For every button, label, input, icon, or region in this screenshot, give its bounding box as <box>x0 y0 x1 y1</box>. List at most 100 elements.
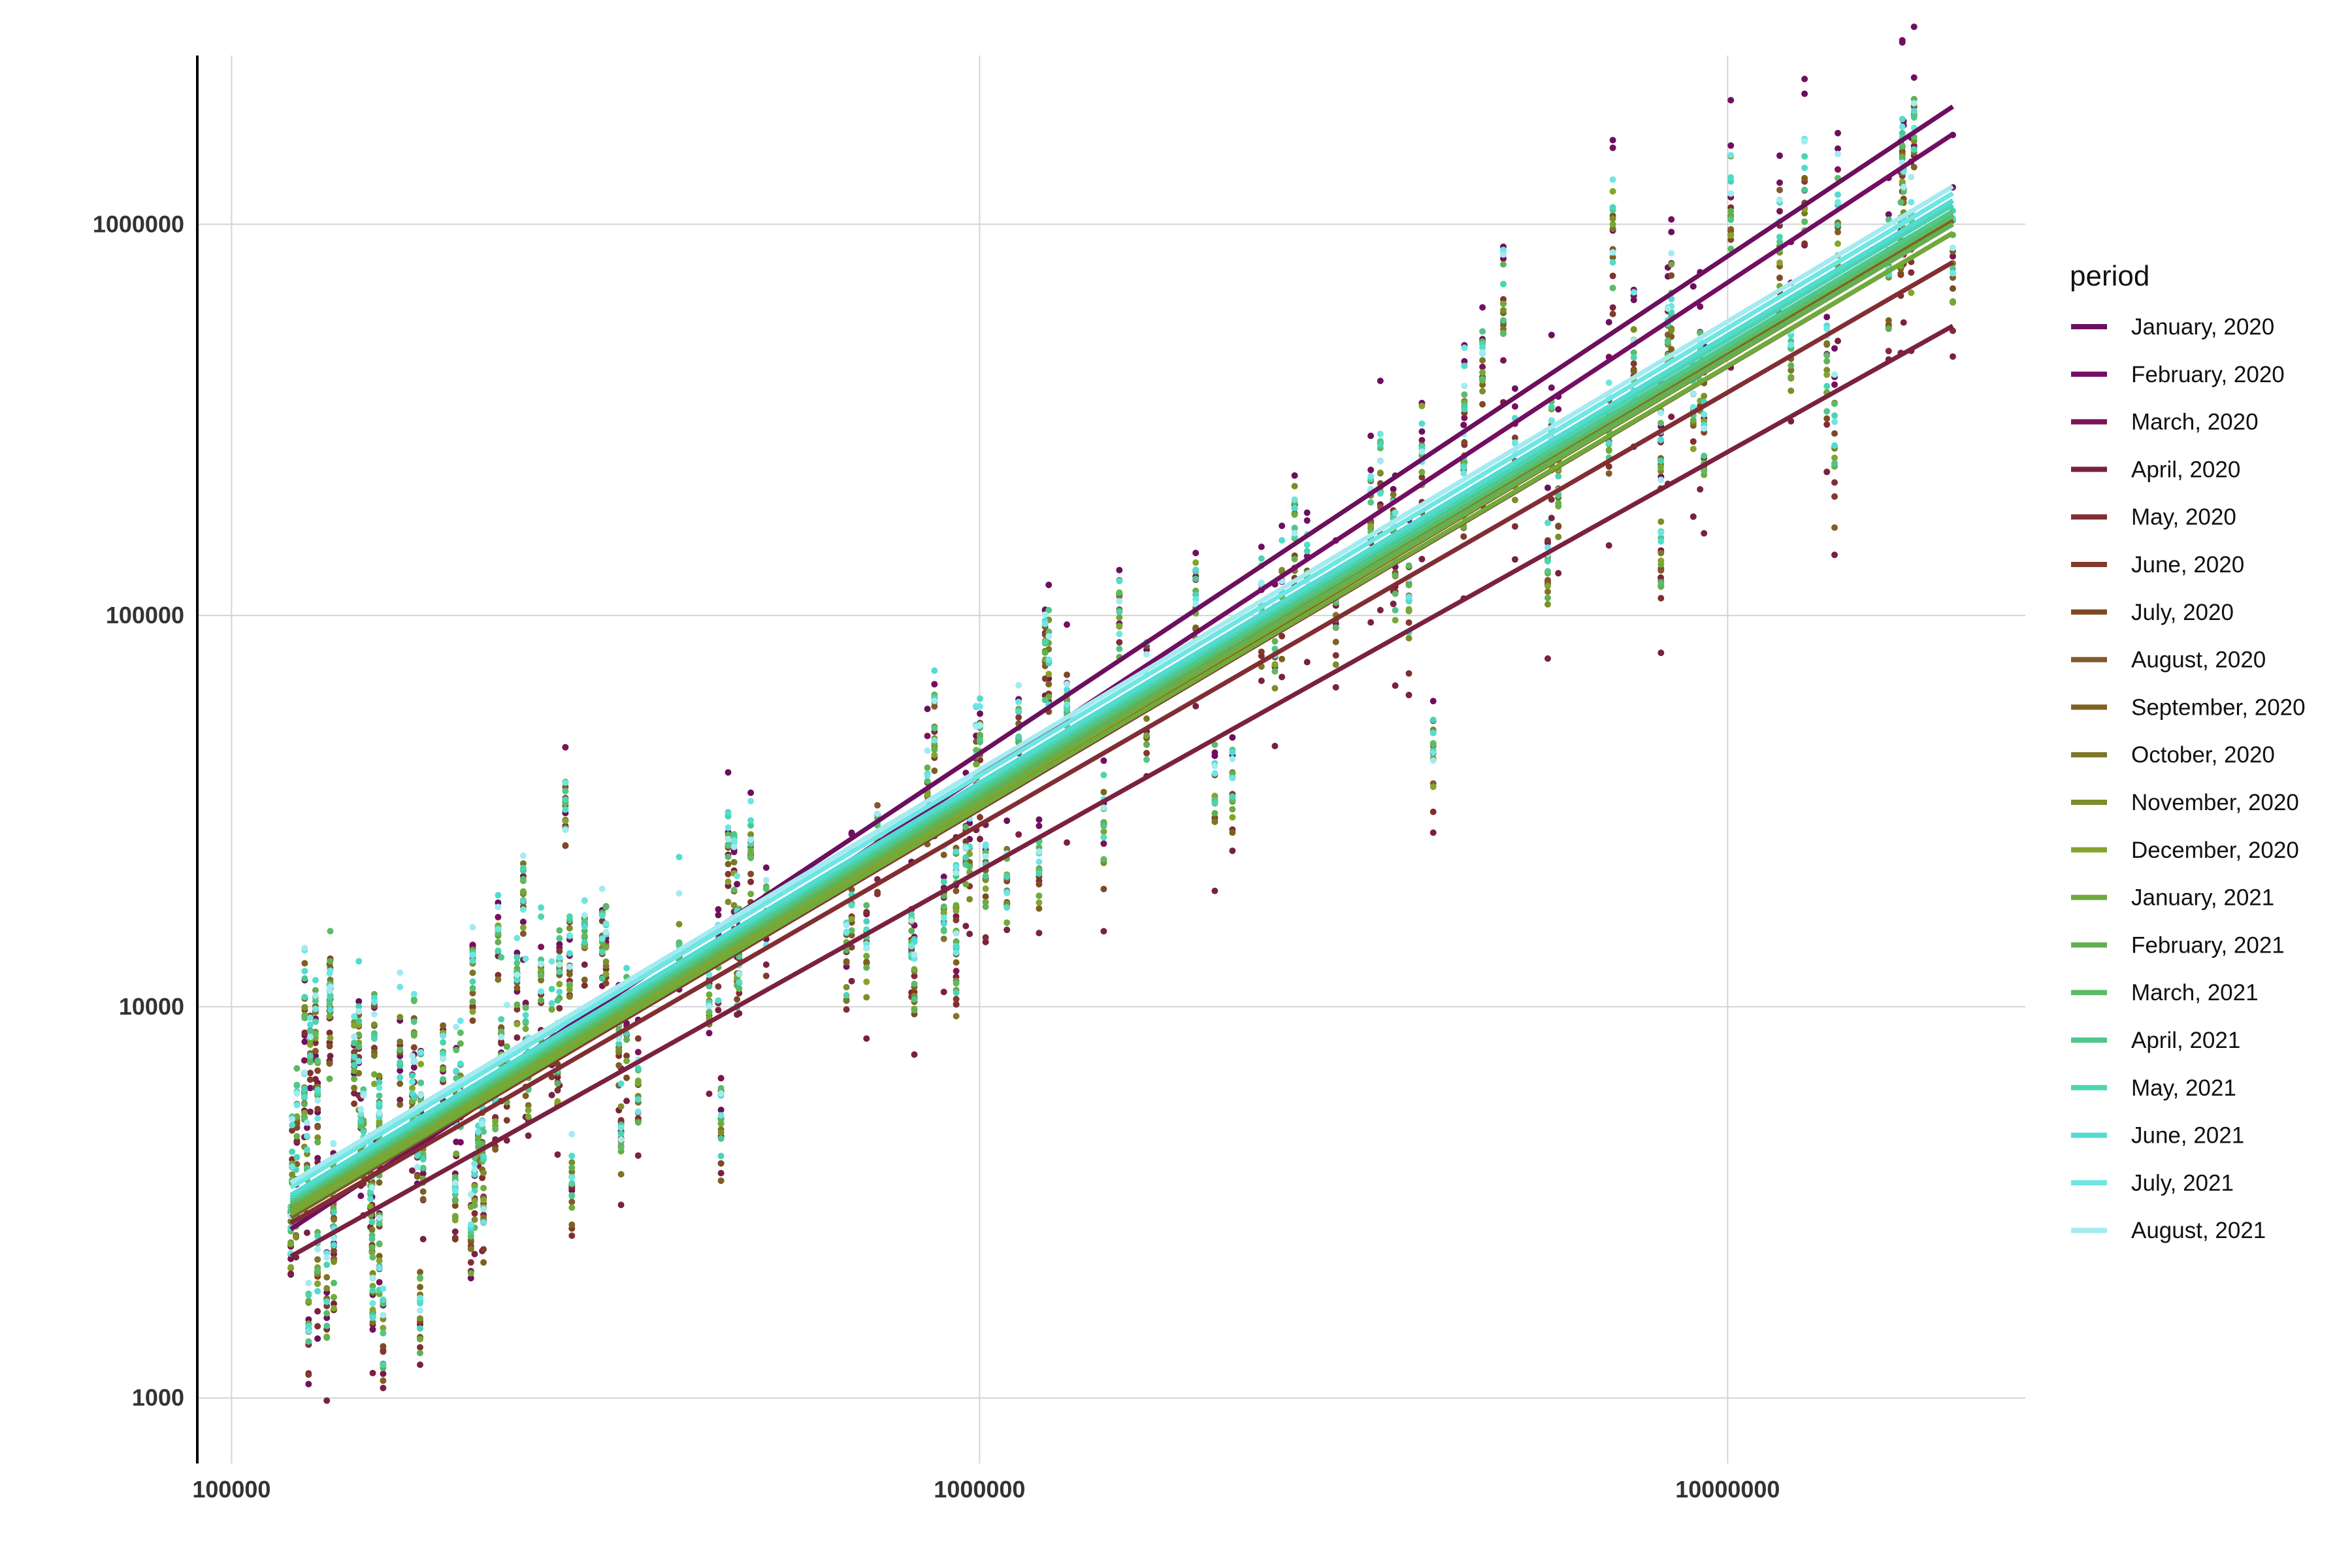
data-point <box>977 710 983 717</box>
data-point <box>1418 428 1426 435</box>
data-point <box>351 1022 358 1029</box>
data-point <box>1727 216 1735 223</box>
data-point <box>581 961 588 968</box>
data-point <box>306 1085 314 1092</box>
data-point <box>522 1011 529 1019</box>
legend-item: December, 2020 <box>2071 838 2299 863</box>
legend-label: April, 2020 <box>2131 457 2240 482</box>
data-point <box>1100 828 1107 835</box>
data-point <box>301 1029 308 1036</box>
data-point <box>1609 272 1616 280</box>
data-point <box>287 1270 295 1277</box>
data-point <box>1461 363 1468 370</box>
data-point <box>326 1075 333 1083</box>
data-point <box>471 1202 478 1209</box>
data-point <box>1630 326 1637 333</box>
data-point <box>417 1325 423 1332</box>
data-point <box>598 975 606 982</box>
data-point <box>1658 561 1665 568</box>
data-point <box>1460 463 1467 470</box>
data-point <box>457 1017 464 1024</box>
data-point <box>568 1192 576 1199</box>
data-point <box>848 927 855 934</box>
data-point <box>314 1134 321 1141</box>
data-point <box>330 1139 337 1147</box>
data-point <box>554 1080 561 1087</box>
data-point <box>495 947 502 955</box>
data-point <box>301 975 308 982</box>
data-point <box>1192 596 1200 603</box>
data-point <box>940 878 947 885</box>
data-point <box>1332 638 1339 645</box>
legend-label: January, 2021 <box>2131 885 2274 911</box>
data-point <box>514 1006 521 1013</box>
data-point <box>525 1113 532 1120</box>
data-point <box>397 1074 404 1081</box>
data-point <box>953 943 960 950</box>
data-point <box>410 998 417 1004</box>
data-point <box>1668 229 1675 236</box>
data-point <box>1630 368 1637 375</box>
data-point <box>548 985 555 992</box>
data-point <box>1036 899 1043 906</box>
legend-item: April, 2021 <box>2071 1028 2240 1053</box>
data-point <box>1291 530 1298 537</box>
data-point <box>368 1226 376 1233</box>
data-point <box>495 972 502 979</box>
data-point <box>1555 533 1562 540</box>
data-point <box>1064 671 1070 678</box>
data-point <box>717 1129 725 1136</box>
data-point <box>514 954 521 961</box>
data-point <box>369 1369 376 1377</box>
data-point <box>734 996 741 1003</box>
data-point <box>1609 204 1616 211</box>
data-point <box>1831 412 1838 419</box>
data-point <box>556 954 563 961</box>
legend-label: July, 2021 <box>2131 1170 2234 1196</box>
data-point <box>417 1049 425 1056</box>
data-point <box>1835 240 1841 247</box>
data-point <box>1544 537 1551 544</box>
data-point <box>498 1028 505 1036</box>
data-point <box>514 934 521 941</box>
data-point <box>410 1044 417 1051</box>
data-point <box>1668 272 1675 279</box>
data-point <box>634 1065 642 1072</box>
data-point <box>736 985 743 992</box>
data-point <box>1630 354 1637 361</box>
data-point <box>556 935 563 942</box>
data-point <box>747 817 755 824</box>
data-point <box>1143 749 1150 757</box>
data-point <box>326 1029 333 1036</box>
data-point <box>453 1150 460 1157</box>
data-point <box>1100 840 1107 847</box>
data-point <box>1776 179 1783 186</box>
data-point <box>417 1284 423 1290</box>
data-point <box>397 983 404 990</box>
data-point <box>469 985 476 992</box>
data-point <box>301 1038 308 1045</box>
data-point <box>562 779 569 786</box>
data-point <box>1271 668 1279 675</box>
data-point <box>538 997 545 1004</box>
data-point <box>953 848 960 855</box>
data-point <box>1605 470 1612 477</box>
data-point <box>417 1269 423 1276</box>
data-point <box>615 1046 623 1053</box>
data-point <box>1658 419 1664 427</box>
y-tick-label: 1000000 <box>93 210 184 237</box>
data-point <box>323 1261 331 1268</box>
data-point <box>1776 233 1783 240</box>
data-point <box>301 1069 308 1076</box>
data-point <box>715 1007 722 1014</box>
data-point <box>548 1000 555 1007</box>
legend: period January, 2020 February, 2020 March,… <box>2070 260 2306 1243</box>
data-point <box>475 1139 482 1146</box>
data-point <box>982 872 989 879</box>
data-point <box>953 930 960 937</box>
data-point <box>397 969 404 976</box>
data-point <box>376 1220 383 1227</box>
data-point <box>615 1062 623 1069</box>
data-point <box>1776 196 1783 203</box>
data-point <box>953 1013 960 1020</box>
